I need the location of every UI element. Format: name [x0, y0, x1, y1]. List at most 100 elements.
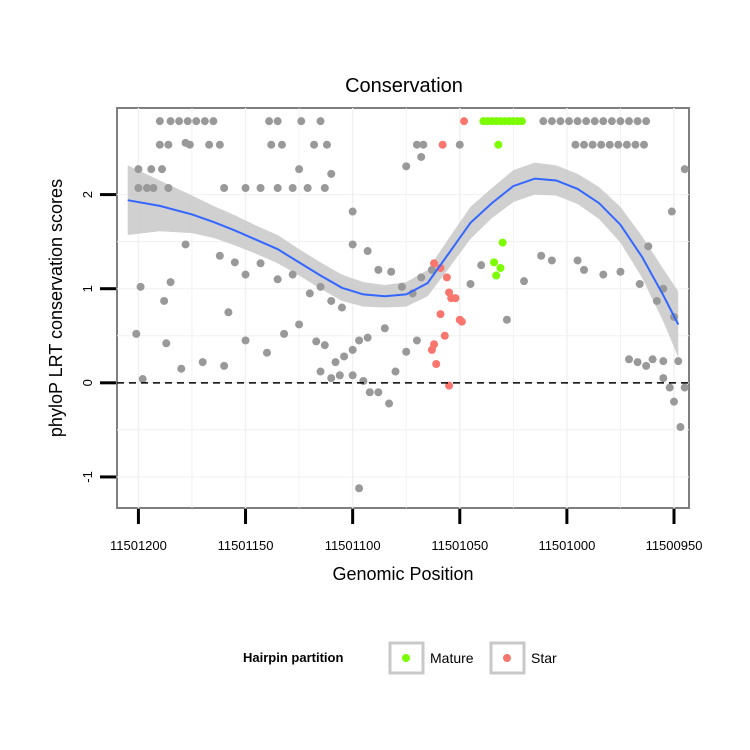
point-other: [387, 267, 396, 276]
legend-title: Hairpin partition: [243, 650, 343, 665]
point-other: [288, 184, 297, 192]
point-other: [588, 140, 597, 149]
point-other: [157, 165, 166, 174]
point-other: [297, 117, 306, 126]
point-other: [374, 265, 383, 274]
point-other: [192, 117, 201, 126]
point-other: [280, 329, 289, 338]
point-other: [455, 140, 464, 149]
point-other: [355, 484, 364, 493]
point-other: [322, 140, 331, 149]
point-other: [164, 184, 173, 192]
point-other: [631, 140, 640, 149]
point-other: [365, 388, 374, 397]
legend-star-point: [503, 654, 511, 662]
point-other: [312, 337, 321, 346]
data-points-layer: [132, 117, 689, 493]
point-other: [348, 371, 357, 380]
point-mature: [498, 238, 507, 247]
point-other: [402, 162, 411, 171]
point-star: [451, 294, 460, 303]
point-mature: [496, 264, 505, 272]
point-other: [412, 140, 421, 149]
point-other: [273, 275, 282, 284]
point-other: [419, 140, 428, 149]
point-other: [374, 388, 383, 397]
point-star: [445, 381, 454, 390]
point-other: [427, 265, 436, 274]
point-other: [633, 358, 642, 367]
smooth-line: [127, 177, 680, 325]
point-other: [155, 117, 164, 126]
point-other: [614, 140, 623, 149]
point-other: [295, 165, 304, 174]
point-other: [625, 355, 634, 364]
point-other: [162, 339, 171, 348]
point-other: [132, 329, 141, 338]
point-other: [363, 247, 372, 256]
point-other: [402, 347, 411, 356]
x-tick-label: 11501100: [325, 538, 381, 553]
point-other: [348, 240, 357, 249]
point-other: [363, 333, 372, 342]
point-other: [241, 270, 250, 279]
point-other: [224, 308, 233, 317]
point-other: [676, 423, 685, 432]
point-other: [622, 140, 631, 149]
point-other: [652, 296, 661, 305]
point-other: [417, 273, 426, 282]
point-other: [331, 358, 340, 367]
point-star: [432, 360, 441, 368]
point-star: [436, 264, 445, 272]
axis-ticks-layer: 11501200 11501150 11501100 11501050 11501000…: [80, 191, 702, 553]
legend-label-star: Star: [531, 650, 557, 666]
point-other: [412, 336, 421, 345]
point-other: [149, 184, 158, 192]
x-tick-label: 11501000: [538, 538, 595, 553]
point-mature: [492, 271, 501, 280]
point-other: [320, 341, 329, 350]
point-mature: [490, 258, 499, 267]
point-other: [166, 278, 175, 287]
point-other: [359, 376, 368, 385]
point-other: [565, 117, 574, 126]
point-star: [436, 310, 445, 319]
point-star: [460, 117, 469, 126]
point-other: [327, 169, 336, 178]
point-other: [385, 399, 394, 408]
point-other: [134, 165, 143, 174]
point-other: [680, 165, 689, 174]
point-other: [183, 117, 192, 126]
point-other: [625, 117, 634, 126]
point-other: [265, 117, 274, 126]
point-other: [590, 117, 599, 126]
point-other: [582, 117, 591, 126]
point-other: [477, 261, 486, 270]
point-other: [539, 117, 548, 126]
point-other: [616, 267, 625, 276]
point-other: [142, 184, 151, 192]
point-other: [633, 117, 642, 126]
point-other: [571, 140, 580, 149]
point-other: [391, 367, 400, 376]
point-other: [537, 251, 546, 260]
point-other: [147, 165, 156, 174]
point-other: [644, 242, 653, 251]
point-other: [177, 364, 186, 373]
point-other: [667, 207, 676, 216]
point-mature: [517, 117, 526, 126]
point-other: [397, 282, 406, 291]
point-other: [155, 140, 164, 149]
point-other: [556, 117, 565, 126]
point-other: [220, 361, 229, 370]
point-other: [573, 256, 582, 265]
point-other: [241, 336, 250, 345]
point-other: [580, 140, 589, 149]
y-tick-label: 1: [80, 285, 95, 292]
point-other: [220, 184, 229, 192]
point-other: [166, 117, 175, 126]
point-other: [209, 117, 218, 126]
point-other: [335, 371, 344, 380]
point-other: [215, 251, 224, 260]
x-tick-label: 11501200: [110, 538, 167, 553]
